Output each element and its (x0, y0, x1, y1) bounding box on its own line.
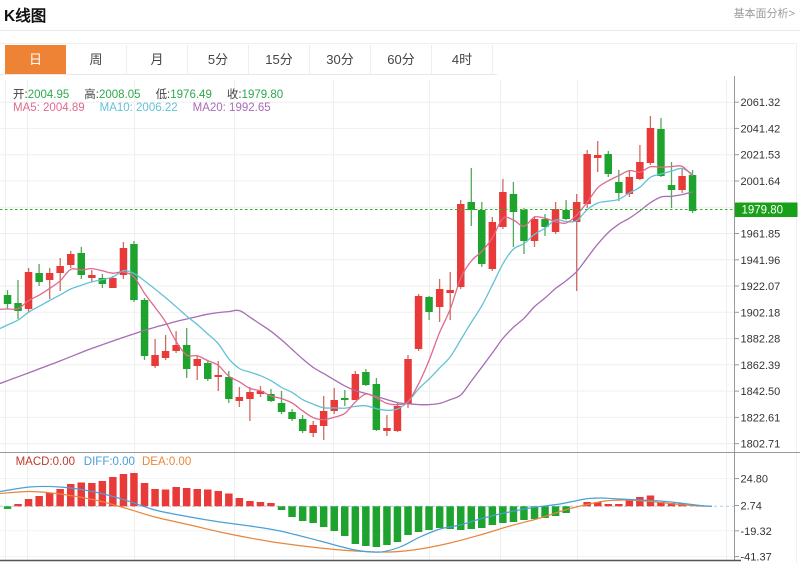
svg-text:2021.53: 2021.53 (741, 150, 781, 162)
svg-text:1902.18: 1902.18 (741, 307, 781, 319)
svg-text:1979.80: 1979.80 (742, 205, 784, 217)
svg-text:-19.32: -19.32 (741, 526, 772, 538)
svg-text:1802.71: 1802.71 (741, 439, 781, 451)
svg-text:1862.39: 1862.39 (741, 360, 781, 372)
svg-text:2.74: 2.74 (741, 501, 762, 513)
svg-text:1922.07: 1922.07 (741, 281, 781, 293)
svg-text:1961.85: 1961.85 (741, 229, 781, 241)
svg-text:-41.37: -41.37 (741, 552, 772, 564)
svg-text:MACD:0.00: MACD:0.00 (16, 456, 75, 468)
svg-text:1842.50: 1842.50 (741, 386, 781, 398)
svg-text:1882.28: 1882.28 (741, 334, 781, 346)
svg-text:2041.42: 2041.42 (741, 123, 781, 135)
svg-text:24.80: 24.80 (741, 474, 769, 486)
svg-text:1822.61: 1822.61 (741, 412, 781, 424)
svg-text:DIFF:0.00: DIFF:0.00 (84, 456, 135, 468)
svg-text:1941.96: 1941.96 (741, 255, 781, 267)
svg-text:2061.32: 2061.32 (741, 97, 781, 109)
svg-text:2001.64: 2001.64 (741, 176, 781, 188)
svg-text:DEA:0.00: DEA:0.00 (142, 456, 191, 468)
